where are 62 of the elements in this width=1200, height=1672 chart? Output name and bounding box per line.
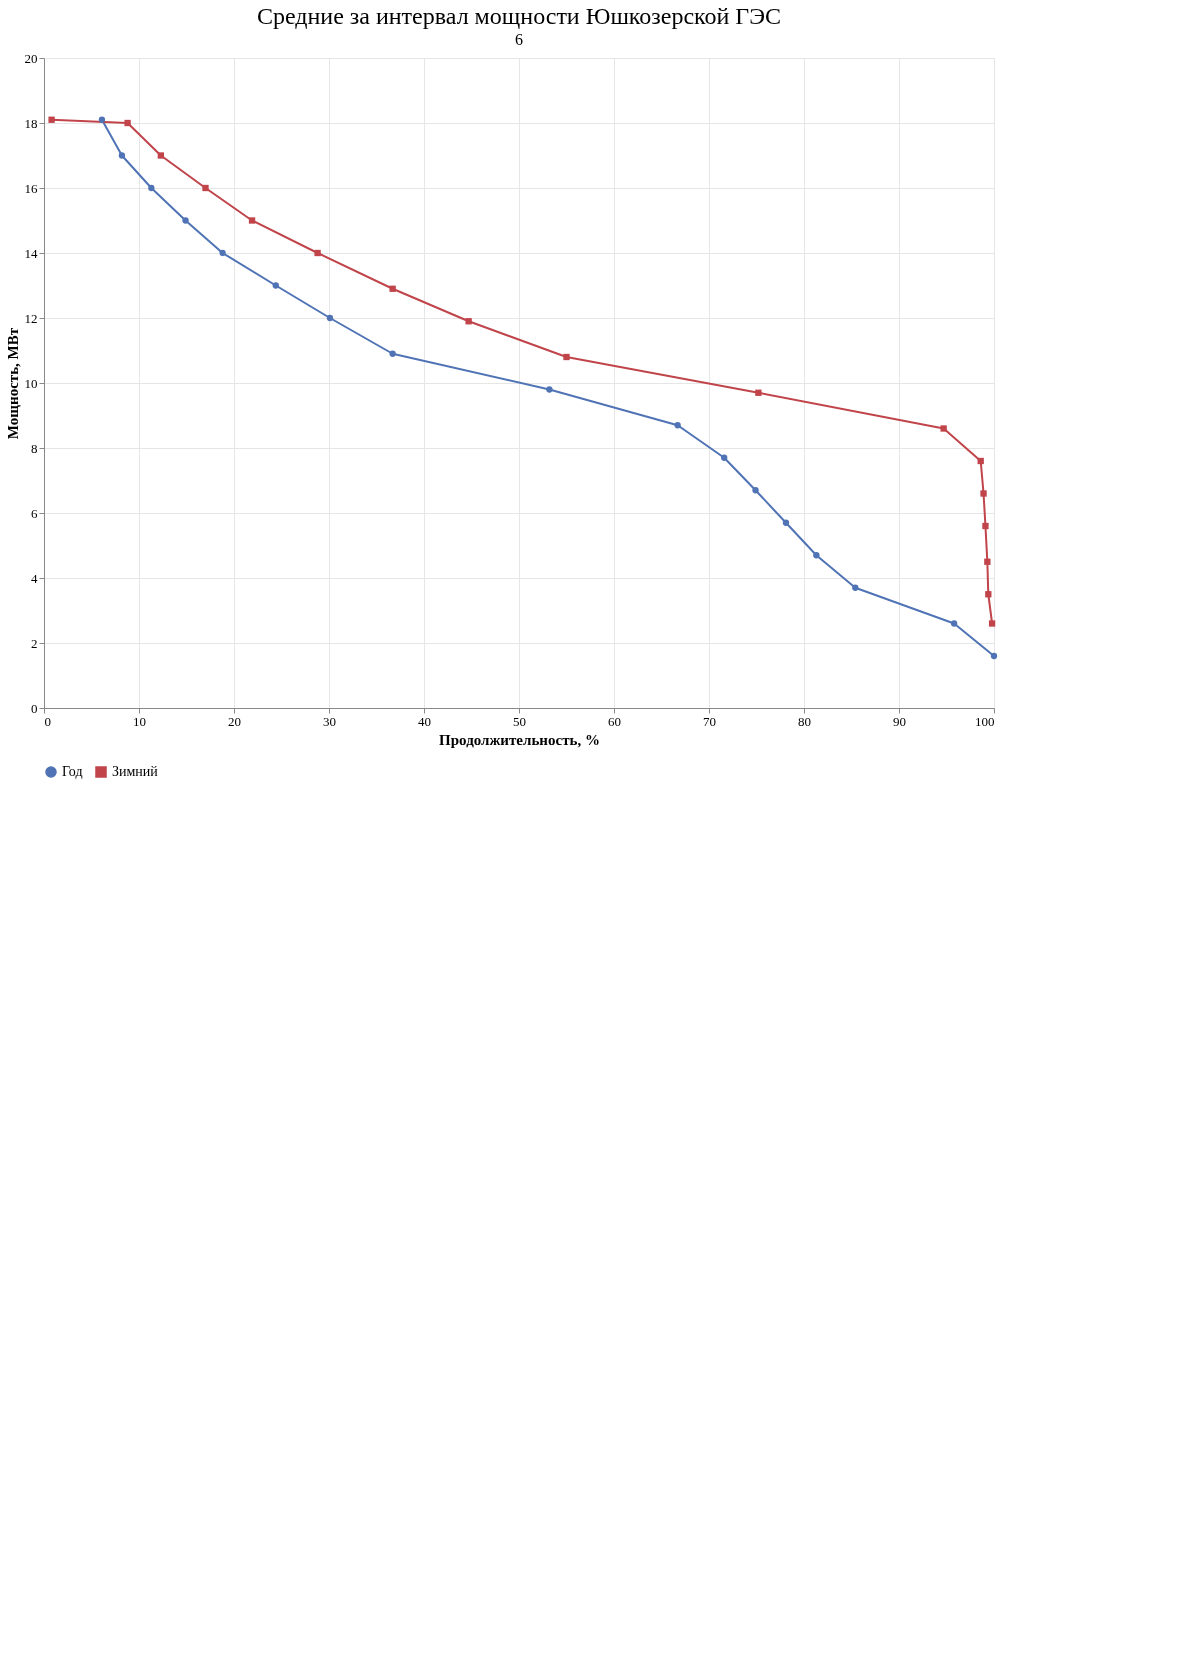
- point: [546, 386, 553, 393]
- point: [988, 620, 996, 627]
- y-tick-label: 14: [24, 245, 38, 261]
- point: [248, 217, 256, 224]
- point: [389, 350, 396, 357]
- point: [48, 116, 55, 123]
- y-tick-label: 8: [31, 440, 38, 456]
- y-tick-label: 6: [31, 505, 38, 521]
- point: [782, 519, 790, 526]
- y-tick-label: 0: [31, 700, 38, 716]
- point: [326, 314, 334, 322]
- point: [852, 584, 859, 591]
- legend-label: Год: [62, 764, 83, 779]
- x-tick-label: 40: [418, 713, 431, 729]
- y-tick-label: 20: [24, 50, 38, 66]
- x-tick-label: 80: [798, 713, 811, 729]
- x-tick-label: 60: [608, 713, 621, 729]
- point: [982, 522, 989, 530]
- point: [940, 425, 947, 432]
- y-tick-label: 4: [31, 570, 38, 586]
- point: [118, 152, 126, 159]
- x-tick-label: 30: [323, 713, 336, 729]
- point: [148, 184, 155, 192]
- point: [182, 217, 189, 224]
- point: [674, 422, 681, 429]
- point: [272, 282, 279, 289]
- x-tick-label: 0: [44, 713, 51, 729]
- point: [752, 487, 759, 494]
- x-tick-label: 90: [893, 713, 906, 729]
- x-axis-title: Продолжительность, %: [439, 731, 600, 748]
- y-tick-label: 10: [24, 375, 38, 391]
- point: [980, 490, 987, 497]
- x-tick-label: 10: [133, 713, 146, 729]
- point: [990, 652, 998, 660]
- y-tick-label: 18: [24, 115, 38, 131]
- y-tick-label: 16: [24, 180, 38, 196]
- point: [219, 249, 226, 257]
- point: [389, 285, 396, 292]
- chart-title: Средние за интервал мощности Юшкозерской ГЭС: [256, 3, 782, 29]
- text: 6: [515, 31, 523, 48]
- point: [984, 558, 991, 565]
- point: [98, 116, 106, 123]
- point: [813, 552, 820, 559]
- point: [124, 119, 131, 127]
- x-tick-label: 70: [703, 713, 716, 729]
- point: [314, 249, 321, 257]
- point: [721, 454, 728, 461]
- point: [977, 457, 984, 465]
- x-tick-label: 100: [975, 713, 995, 729]
- legend-label: Зимний: [112, 764, 159, 779]
- x-tick-label: 20: [228, 713, 241, 729]
- y-tick-label: 2: [31, 635, 38, 651]
- point: [202, 184, 209, 192]
- point: [755, 389, 762, 396]
- y-tick-label: 12: [24, 310, 38, 326]
- point: [985, 591, 992, 598]
- y-axis-title: Мощность, МВт: [4, 327, 21, 440]
- point: [563, 353, 570, 361]
- point: [950, 620, 958, 627]
- point: [157, 152, 165, 159]
- x-tick-label: 50: [513, 713, 526, 729]
- point: [465, 318, 472, 325]
